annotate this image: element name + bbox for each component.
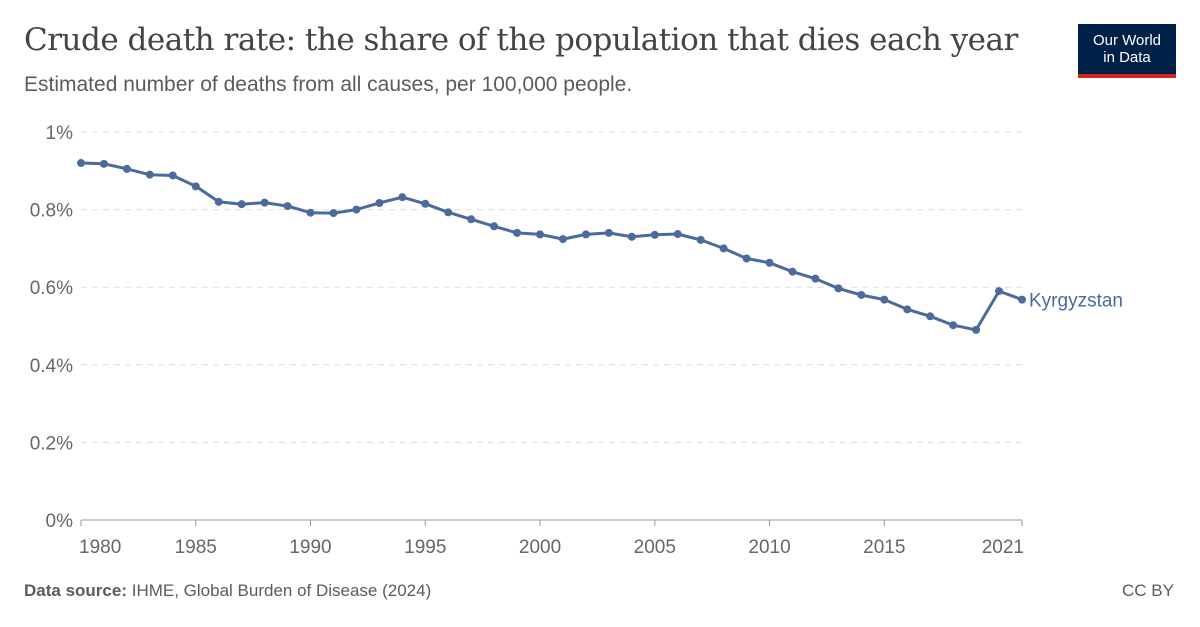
data-point[interactable] <box>237 200 246 209</box>
y-axis-ticks: 0% 0.2% 0.4% 0.6% 0.8% 1% <box>30 123 73 532</box>
data-point[interactable] <box>329 209 338 218</box>
data-point[interactable] <box>811 274 820 283</box>
data-point[interactable] <box>558 235 567 244</box>
x-tick-label: 1990 <box>289 537 331 558</box>
x-tick-label: 2021 <box>982 537 1024 558</box>
data-source-text[interactable]: IHME, Global Burden of Disease (2024) <box>131 581 432 600</box>
data-point[interactable] <box>99 159 108 168</box>
y-tick-label: 1% <box>46 123 74 144</box>
data-point[interactable] <box>490 222 499 231</box>
series-label[interactable]: Kyrgyzstan <box>1029 291 1123 312</box>
data-point[interactable] <box>949 321 958 330</box>
y-tick-label: 0.4% <box>30 356 73 377</box>
data-point[interactable] <box>191 182 200 191</box>
data-point[interactable] <box>834 284 843 293</box>
x-tick-label: 2010 <box>748 537 790 558</box>
data-point[interactable] <box>283 202 292 211</box>
data-point[interactable] <box>581 230 590 239</box>
data-point[interactable] <box>536 230 545 239</box>
x-tick-label: 1980 <box>79 537 121 558</box>
x-tick-label: 2005 <box>634 537 676 558</box>
owid-logo[interactable]: Our World in Data <box>1078 24 1176 78</box>
data-point[interactable] <box>903 305 912 314</box>
data-point[interactable] <box>604 228 613 237</box>
x-axis: 1980 1985 1990 1995 2000 2005 2010 2015 2021 <box>79 519 1024 558</box>
data-point[interactable] <box>857 290 866 299</box>
data-point[interactable] <box>398 193 407 202</box>
data-point[interactable] <box>421 199 430 208</box>
y-tick-label: 0% <box>46 511 74 532</box>
logo-line-2: in Data <box>1103 49 1151 66</box>
grid-layer <box>81 131 1022 443</box>
data-point[interactable] <box>444 208 453 217</box>
y-tick-label: 0.6% <box>30 278 73 299</box>
data-point[interactable] <box>995 287 1004 296</box>
y-tick-label: 0.2% <box>30 433 73 454</box>
data-point[interactable] <box>696 235 705 244</box>
logo-line-1: Our World <box>1092 32 1162 49</box>
data-point[interactable] <box>168 171 177 180</box>
chart-title: Crude death rate: the share of the popul… <box>24 22 1018 58</box>
data-point[interactable] <box>306 208 315 217</box>
data-source-label: Data source: <box>24 581 127 600</box>
chart-subtitle: Estimated number of deaths from all caus… <box>24 73 633 96</box>
x-tick-label: 1995 <box>404 537 446 558</box>
data-point[interactable] <box>972 325 981 334</box>
data-point[interactable] <box>513 228 522 237</box>
data-point[interactable] <box>375 199 384 208</box>
y-tick-label: 0.8% <box>30 201 73 222</box>
license-link[interactable]: CC BY <box>1122 581 1174 600</box>
data-point[interactable] <box>788 267 797 276</box>
data-point[interactable] <box>650 230 659 239</box>
x-tick-label: 2015 <box>863 537 905 558</box>
x-tick-label: 2000 <box>519 537 561 558</box>
x-tick-label: 1985 <box>175 537 217 558</box>
data-point[interactable] <box>352 205 361 214</box>
data-point[interactable] <box>673 230 682 239</box>
data-point[interactable] <box>260 198 269 207</box>
data-point[interactable] <box>122 164 131 173</box>
data-point[interactable] <box>926 312 935 321</box>
data-point[interactable] <box>77 159 85 168</box>
data-point[interactable] <box>627 232 636 241</box>
data-point[interactable] <box>880 295 889 304</box>
data-source: Data source: IHME, Global Burden of Dise… <box>24 581 431 601</box>
data-point[interactable] <box>214 197 223 206</box>
series-line <box>79 161 1024 332</box>
data-point[interactable] <box>1018 295 1026 304</box>
series-layer: Kyrgyzstan <box>77 159 1123 334</box>
data-point[interactable] <box>145 170 154 179</box>
data-point[interactable] <box>765 258 774 267</box>
data-point[interactable] <box>719 244 728 253</box>
data-point[interactable] <box>742 254 751 263</box>
data-point[interactable] <box>467 215 476 224</box>
